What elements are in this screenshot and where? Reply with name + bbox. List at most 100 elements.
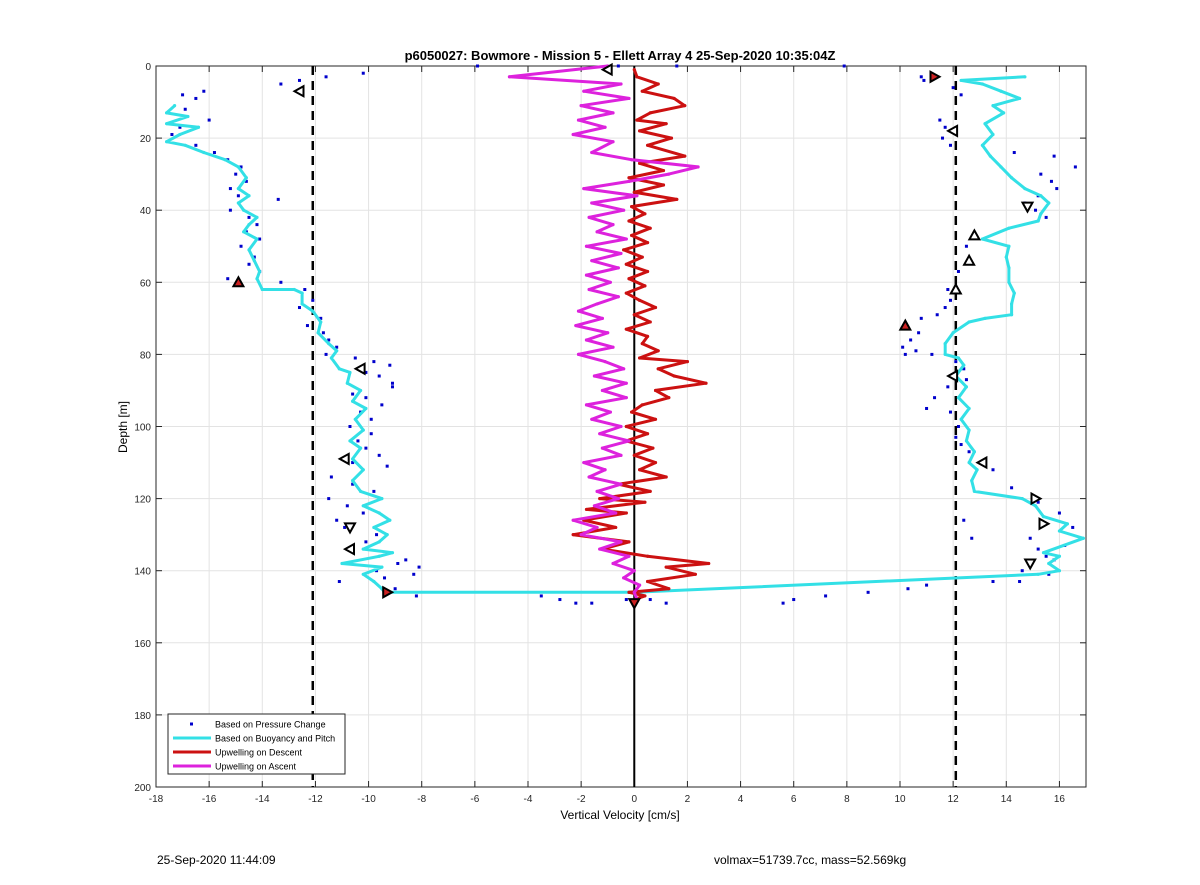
upwelling-on-descent-point: [627, 176, 631, 180]
based-on-buoyancy-and-pitch-point: [1041, 515, 1046, 519]
based-on-buoyancy-and-pitch-point: [1039, 194, 1043, 198]
based-on-buoyancy-and-pitch-point: [244, 176, 248, 180]
triangle-marker: [627, 598, 641, 611]
pressure-change-point: [574, 601, 578, 605]
upwelling-on-ascent-point: [632, 569, 636, 573]
based-on-buoyancy-and-pitch-point: [983, 316, 987, 320]
based-on-buoyancy-and-pitch-point: [385, 533, 389, 537]
pressure-change-point: [1018, 580, 1022, 584]
upwelling-on-ascent-point: [507, 75, 511, 79]
pressure-change-point: [935, 313, 939, 317]
triangle-marker: [929, 70, 942, 84]
based-on-buoyancy-and-pitch-point: [999, 89, 1003, 93]
pressure-change-point: [914, 349, 918, 353]
upwelling-on-descent-point: [675, 197, 679, 201]
x-tick-label: 6: [791, 794, 797, 805]
y-tick-label: 140: [134, 567, 151, 578]
upwelling-on-ascent-point: [635, 194, 639, 198]
triangle-marker: [382, 585, 395, 599]
upwelling-on-ascent-point: [590, 259, 594, 263]
upwelling-on-descent-point: [704, 381, 708, 385]
based-on-buoyancy-and-pitch-point: [196, 125, 201, 129]
x-tick-label: -2: [577, 794, 586, 805]
based-on-buoyancy-and-pitch-point: [380, 497, 384, 501]
upwelling-on-ascent-point: [584, 244, 589, 248]
upwelling-on-descent-point: [638, 161, 642, 165]
based-on-buoyancy-and-pitch-point: [1041, 551, 1046, 555]
upwelling-on-descent-point: [653, 305, 658, 310]
pressure-change-point: [364, 540, 368, 544]
upwelling-on-ascent-point: [579, 104, 583, 108]
upwelling-on-ascent-point: [622, 208, 626, 212]
pressure-change-point: [925, 406, 929, 410]
based-on-buoyancy-and-pitch-point: [943, 352, 947, 356]
upwelling-on-ascent-point: [595, 302, 599, 306]
pressure-change-point: [321, 331, 325, 335]
based-on-buoyancy-and-pitch-point: [258, 269, 262, 274]
upwelling-on-ascent-point: [616, 295, 620, 299]
upwelling-on-ascent-point: [627, 96, 631, 101]
pressure-change-point: [1044, 554, 1048, 558]
based-on-buoyancy-and-pitch-point: [951, 331, 955, 335]
x-tick-label: 10: [894, 794, 906, 805]
based-on-buoyancy-and-pitch-point: [186, 114, 190, 119]
pressure-change-point: [297, 306, 301, 310]
pressure-change-point: [361, 511, 365, 515]
triangle-marker: [1023, 558, 1037, 571]
upwelling-on-descent-point: [640, 341, 644, 346]
pressure-change-point: [181, 93, 185, 97]
upwelling-on-descent-point: [627, 277, 631, 281]
pressure-change-point: [903, 352, 907, 356]
pressure-change-point: [558, 598, 562, 602]
based-on-buoyancy-and-pitch-point: [1007, 244, 1011, 248]
upwelling-on-ascent-point: [571, 518, 575, 522]
based-on-buoyancy-and-pitch-point: [361, 428, 365, 432]
pressure-change-point: [964, 244, 968, 248]
legend-label: Upwelling on Ascent: [215, 762, 297, 772]
upwelling-on-descent-point: [643, 284, 647, 288]
based-on-buoyancy-and-pitch-point: [1036, 219, 1040, 223]
pressure-change-point: [941, 136, 945, 140]
x-tick-label: 12: [948, 794, 960, 805]
upwelling-on-ascent-point: [611, 223, 615, 227]
pressure-change-point: [938, 118, 942, 122]
pressure-change-point: [933, 396, 937, 400]
pressure-change-point: [948, 410, 952, 414]
upwelling-on-descent-point: [661, 168, 666, 173]
pressure-change-point: [351, 392, 355, 396]
upwelling-on-descent-point: [693, 572, 698, 576]
pressure-change-point: [964, 378, 968, 382]
upwelling-on-ascent-point: [667, 172, 671, 176]
based-on-buoyancy-and-pitch-point: [1010, 302, 1014, 306]
based-on-buoyancy-and-pitch-point: [967, 320, 971, 324]
pressure-change-point: [901, 345, 905, 349]
pressure-change-point: [970, 536, 974, 540]
pressure-change-point: [324, 75, 328, 79]
pressure-change-point: [959, 443, 963, 447]
based-on-buoyancy-and-pitch-point: [1007, 280, 1011, 284]
upwelling-on-descent-point: [635, 75, 639, 79]
based-on-buoyancy-and-pitch-point: [1047, 561, 1051, 566]
upwelling-on-ascent-point: [587, 475, 591, 479]
pressure-change-point: [239, 244, 243, 248]
upwelling-on-descent-point: [645, 269, 650, 274]
pressure-change-point: [356, 439, 360, 443]
based-on-buoyancy-and-pitch-point: [165, 140, 169, 144]
pressure-change-point: [348, 425, 352, 428]
based-on-buoyancy-and-pitch-point: [337, 367, 341, 371]
triangle-marker: [343, 522, 357, 535]
x-tick-label: 16: [1054, 794, 1066, 805]
upwelling-on-descent-point: [683, 104, 687, 108]
upwelling-on-descent-point: [643, 594, 647, 598]
based-on-buoyancy-and-pitch-point: [1007, 266, 1011, 270]
upwelling-on-ascent-point: [616, 266, 620, 270]
based-on-buoyancy-and-pitch-point: [390, 551, 395, 555]
pressure-change-point: [305, 324, 309, 328]
upwelling-on-descent-point: [622, 248, 626, 252]
pressure-change-point: [1049, 179, 1053, 183]
upwelling-on-ascent-point: [627, 554, 631, 558]
upwelling-on-descent-point: [638, 356, 642, 360]
pressure-change-point: [919, 75, 923, 79]
upwelling-on-descent-point: [648, 320, 652, 324]
y-tick-label: 20: [140, 134, 152, 145]
